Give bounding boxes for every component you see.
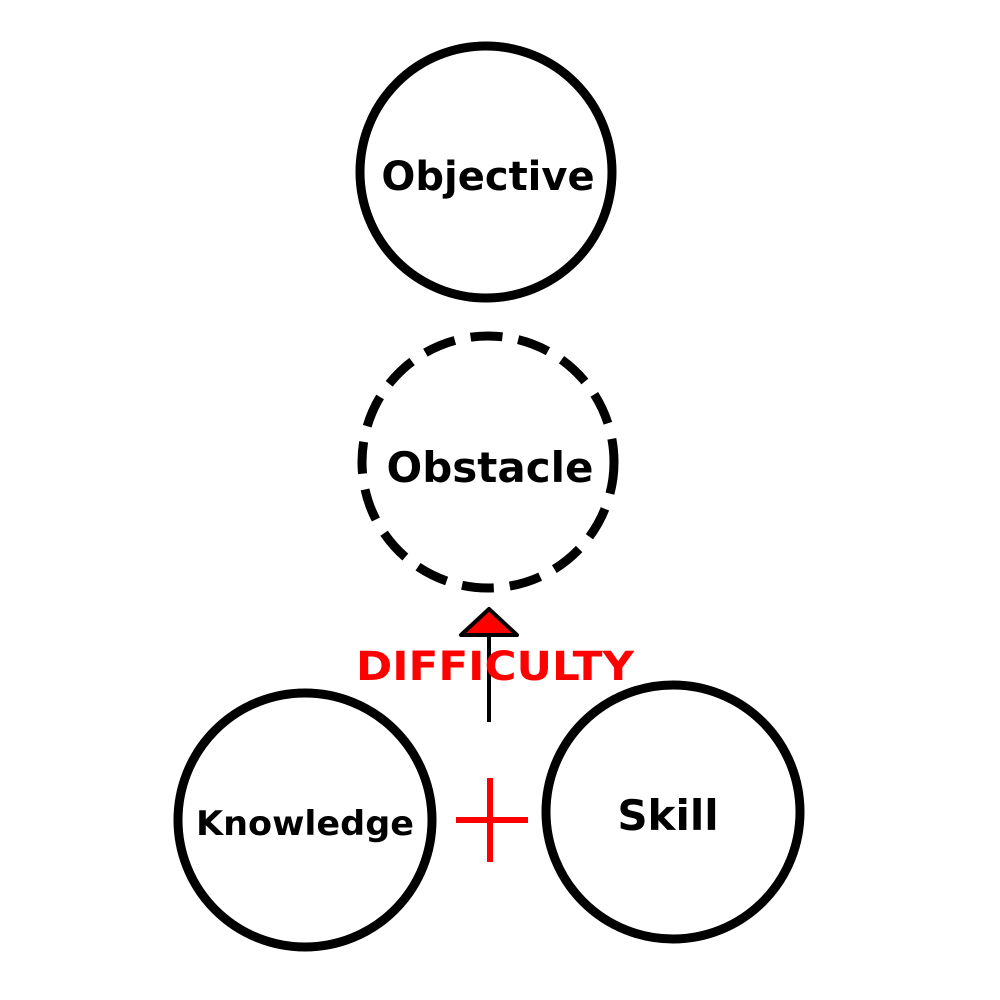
knowledge-circle <box>173 688 437 952</box>
difficulty-arrow <box>459 607 519 722</box>
arrow-head <box>459 607 519 637</box>
objective-circle <box>355 41 617 303</box>
difficulty-label: DIFFICULTY <box>356 644 635 690</box>
skill-circle <box>541 680 805 944</box>
skill-label: Skill <box>617 791 718 840</box>
obstacle-circle <box>357 331 619 593</box>
knowledge-label: Knowledge <box>196 804 414 844</box>
objective-label: Objective <box>381 154 594 200</box>
plus-icon <box>456 778 528 862</box>
obstacle-label: Obstacle <box>387 443 594 492</box>
obstacle-node: Obstacle <box>357 331 619 593</box>
objective-node: Objective <box>355 41 617 303</box>
skill-node: Skill <box>541 680 805 944</box>
knowledge-node: Knowledge <box>173 688 437 952</box>
